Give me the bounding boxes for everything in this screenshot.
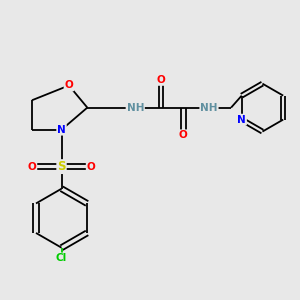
Text: S: S bbox=[57, 160, 66, 173]
Text: NH: NH bbox=[127, 103, 144, 112]
Text: N: N bbox=[57, 125, 66, 135]
Text: N: N bbox=[237, 115, 246, 124]
Text: O: O bbox=[64, 80, 73, 91]
Text: Cl: Cl bbox=[56, 254, 67, 263]
Text: O: O bbox=[87, 162, 95, 172]
Text: O: O bbox=[179, 130, 188, 140]
Text: NH: NH bbox=[200, 103, 218, 112]
Text: O: O bbox=[157, 75, 165, 85]
Text: O: O bbox=[28, 162, 36, 172]
